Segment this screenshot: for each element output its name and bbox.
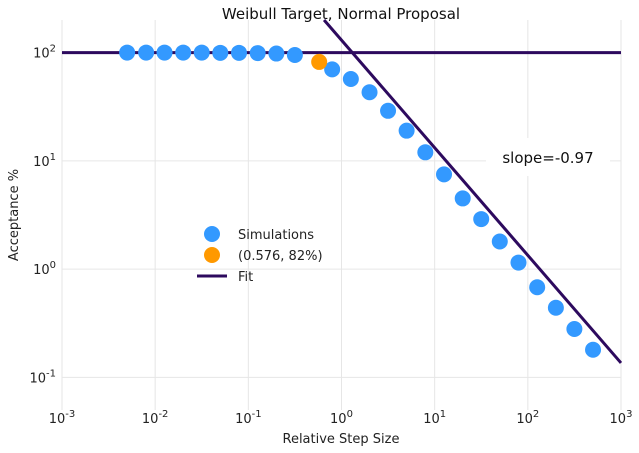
simulation-point [342, 71, 359, 88]
simulation-point [249, 45, 266, 62]
simulation-point [454, 190, 471, 207]
simulation-point [398, 122, 415, 139]
y-axis-ticks: 10-1 100 101 102 [29, 44, 56, 387]
legend-marker-highlight [204, 247, 220, 263]
simulation-point [436, 166, 453, 183]
y-tick-label: 100 [33, 260, 56, 278]
simulation-point [417, 144, 434, 161]
x-tick-label: 101 [423, 409, 446, 427]
simulation-point [230, 44, 247, 61]
simulation-point [119, 44, 136, 61]
simulation-point [585, 341, 602, 358]
x-tick-label: 102 [516, 409, 539, 427]
simulation-point [510, 254, 527, 271]
legend-label-simulations: Simulations [238, 228, 314, 243]
legend-label-highlight: (0.576, 82%) [238, 249, 323, 264]
data-points [119, 44, 602, 358]
x-tick-label: 10-3 [49, 409, 76, 427]
simulation-point [286, 47, 303, 64]
legend-marker-simulations [204, 226, 220, 242]
simulation-point [175, 44, 192, 61]
x-tick-label: 10-1 [235, 409, 262, 427]
y-tick-label: 10-1 [29, 368, 56, 386]
simulation-point [138, 44, 155, 61]
simulation-point [268, 45, 285, 62]
fit-line-segment [322, 19, 623, 364]
simulation-point [473, 211, 490, 228]
simulation-point [361, 84, 378, 101]
annotation-box [486, 138, 610, 176]
y-tick-label: 101 [33, 152, 56, 170]
x-tick-label: 10-2 [142, 409, 169, 427]
simulation-point [547, 299, 564, 316]
simulation-point [156, 44, 173, 61]
legend-label-fit: Fit [238, 270, 253, 285]
x-tick-label: 100 [330, 409, 353, 427]
grid-lines [61, 20, 622, 410]
x-axis-label: Relative Step Size [283, 432, 400, 447]
simulation-point [324, 61, 341, 78]
simulation-point [212, 44, 229, 61]
slope-annotation-text: slope=-0.97 [502, 149, 593, 167]
fit-lines [62, 19, 623, 364]
highlight-point [311, 53, 328, 70]
slope-annotation: slope=-0.97 [486, 138, 610, 176]
chart-title: Weibull Target, Normal Proposal [222, 5, 460, 23]
y-axis-label: Acceptance % [7, 169, 22, 261]
simulation-point [491, 233, 508, 250]
simulation-point [566, 320, 583, 337]
legend: Simulations (0.576, 82%) Fit [197, 226, 323, 285]
y-tick-label: 102 [33, 44, 56, 62]
simulation-point [529, 279, 546, 296]
x-axis-ticks: 10-3 10-2 10-1 100 101 102 103 [49, 409, 633, 427]
simulation-point [380, 102, 397, 119]
simulation-point [193, 44, 210, 61]
x-tick-label: 103 [610, 409, 633, 427]
